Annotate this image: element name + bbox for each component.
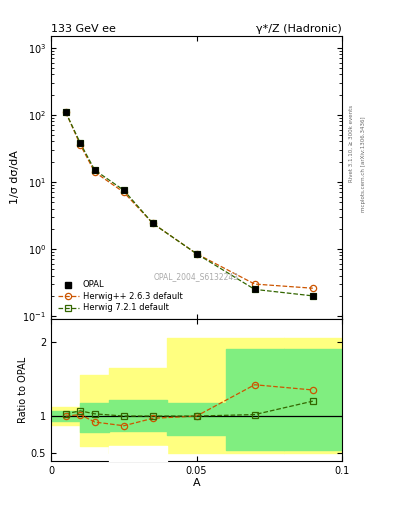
Text: mcplots.cern.ch [arXiv:1306.3436]: mcplots.cern.ch [arXiv:1306.3436] — [361, 116, 366, 211]
Y-axis label: Ratio to OPAL: Ratio to OPAL — [18, 357, 28, 423]
Text: OPAL_2004_S6132243: OPAL_2004_S6132243 — [154, 272, 239, 281]
Text: γ*/Z (Hadronic): γ*/Z (Hadronic) — [256, 24, 342, 34]
Legend: OPAL, Herwig++ 2.6.3 default, Herwig 7.2.1 default: OPAL, Herwig++ 2.6.3 default, Herwig 7.2… — [55, 278, 185, 315]
Text: Rivet 3.1.10, ≥ 300k events: Rivet 3.1.10, ≥ 300k events — [349, 105, 354, 182]
Y-axis label: 1/σ dσ/dA: 1/σ dσ/dA — [9, 151, 20, 204]
Text: 133 GeV ee: 133 GeV ee — [51, 24, 116, 34]
X-axis label: A: A — [193, 478, 200, 488]
